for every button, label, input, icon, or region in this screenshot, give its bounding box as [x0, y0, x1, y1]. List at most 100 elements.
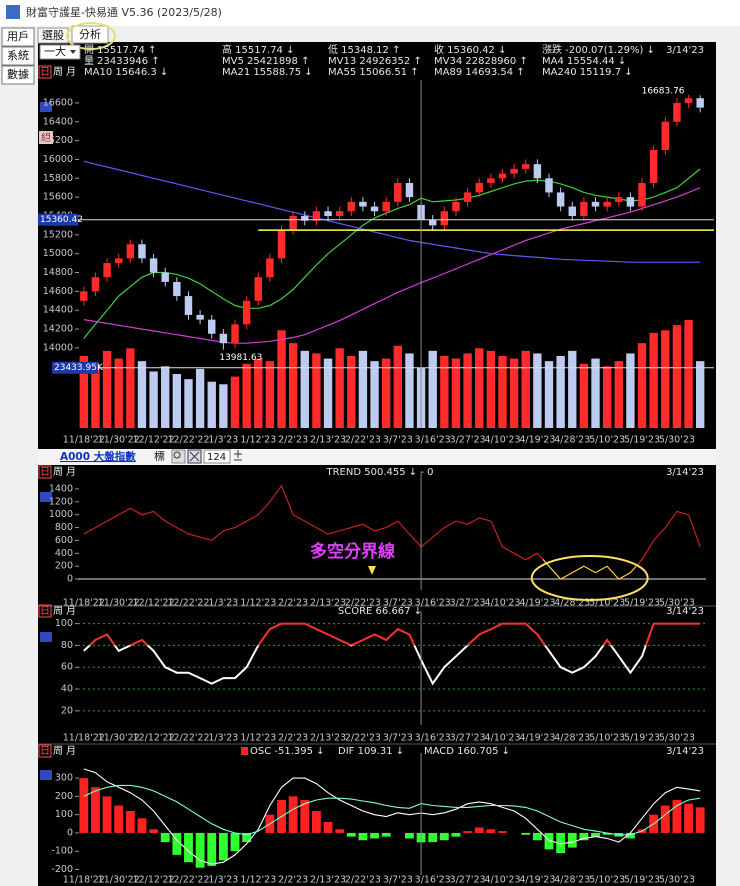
tool-icon[interactable] — [40, 632, 52, 642]
dropdown-arrow[interactable] — [70, 50, 76, 54]
tab-label[interactable]: 分析 — [79, 27, 101, 41]
x-tick-label: 5/30'23 — [659, 733, 695, 744]
osc-bar — [300, 800, 310, 833]
candle-body — [126, 244, 135, 259]
x-tick-label: 2/2'23 — [278, 598, 308, 609]
x-tick-label: 2/22'23 — [345, 733, 381, 744]
candle-body — [673, 102, 681, 122]
sidebar-label[interactable]: 用戶 — [7, 30, 29, 43]
candle-body — [661, 121, 670, 151]
candle-body — [80, 291, 88, 301]
count-value[interactable]: 124 — [207, 452, 226, 463]
x-tick-label: 3/16'23 — [415, 875, 451, 886]
volume-bar — [277, 330, 286, 428]
candle-body — [510, 168, 518, 174]
candle-body — [649, 150, 658, 183]
cursor-date: 3/14'23 — [666, 606, 704, 617]
volume-bar — [626, 353, 635, 428]
volume-bar — [684, 320, 693, 428]
volume-bar — [161, 366, 170, 428]
period-label: 日 — [40, 606, 50, 617]
high-label: 16683.76 — [642, 87, 685, 97]
dropdown[interactable] — [39, 44, 81, 60]
x-tick-label: 4/10'23 — [484, 733, 520, 744]
candle-body — [347, 201, 356, 212]
volume-bar — [149, 371, 158, 428]
header-item: MA4 15554.44 ↓ — [542, 56, 626, 67]
y-tick-label: 15600 — [43, 192, 73, 203]
sidebar-label[interactable]: 數據 — [7, 67, 29, 81]
volume-bar — [184, 379, 193, 428]
x-tick-label: 1/3'23 — [208, 435, 238, 446]
candle-body — [324, 211, 332, 216]
tool-icon[interactable] — [40, 492, 52, 502]
y-tick-label: 200 — [55, 791, 73, 802]
x-tick-label: 1/12'23 — [240, 733, 276, 744]
volume-bar — [288, 343, 298, 428]
volume-bar — [114, 358, 123, 428]
cursor-date: 3/14'23 — [666, 45, 704, 56]
header-item: MA240 15119.7 ↓ — [542, 67, 633, 78]
search-button[interactable] — [171, 449, 186, 464]
sidebar-button[interactable] — [1, 46, 35, 66]
x-tick-label: 11/30'22 — [98, 435, 140, 446]
osc-bar — [323, 821, 333, 833]
header-item: 開 15517.74 ↑ — [84, 44, 156, 56]
sidebar-button[interactable] — [1, 27, 35, 47]
candle-body — [463, 192, 472, 202]
sidebar-button[interactable] — [1, 65, 35, 85]
candle-body — [603, 201, 611, 207]
tool-icon[interactable] — [40, 770, 52, 780]
tab-label[interactable]: 選股 — [42, 29, 64, 42]
volume-bar — [661, 330, 670, 428]
osc-bar — [684, 803, 693, 833]
y-tick-label: 0 — [67, 574, 73, 585]
osc-bar — [79, 778, 89, 833]
x-tick-label: 5/10'23 — [589, 598, 625, 609]
icon-label[interactable]: 組 — [41, 131, 51, 144]
candle-body — [231, 324, 239, 344]
legend-label: OSC -51.395 ↓ — [250, 746, 325, 757]
volume-bar — [323, 358, 333, 428]
window-title: 財富守護星-快易通 V5.36 (2023/5/28) — [26, 5, 222, 19]
osc-bar — [625, 832, 635, 839]
osc-bar — [102, 796, 112, 833]
ma-line — [83, 187, 701, 344]
icon-box[interactable] — [39, 131, 53, 144]
x-tick-label: 2/22'23 — [345, 875, 381, 886]
dropdown-label[interactable]: 一大 — [44, 44, 66, 58]
symbol-link[interactable]: A000 大盤指數 — [60, 450, 136, 463]
candle-body — [475, 183, 483, 193]
volume-bar — [207, 381, 216, 428]
y-tick-label: 1000 — [49, 509, 73, 520]
x-tick-label: 11/30'22 — [98, 875, 140, 886]
volume-bar — [393, 345, 403, 428]
x-tick-label: 5/30'23 — [659, 435, 695, 446]
y-tick-label: 16600 — [43, 97, 73, 108]
osc-bar — [114, 805, 124, 833]
x-tick-label: 12/12'22 — [133, 875, 175, 886]
y-tick-label: 1200 — [49, 496, 73, 507]
x-tick-label: 2/13'23 — [310, 598, 346, 609]
indicator-line — [83, 484, 701, 580]
volume-bar — [335, 348, 344, 428]
count-input[interactable] — [203, 449, 231, 464]
indicator-label: SCORE 66.667 ↓ — [338, 606, 422, 617]
y-tick-label: 800 — [55, 522, 73, 533]
mark-button[interactable]: 標 — [154, 449, 165, 463]
osc-bar — [532, 832, 542, 841]
volume-bar — [230, 376, 240, 428]
volume-bar — [440, 356, 449, 428]
tab-active[interactable] — [71, 25, 109, 44]
volume-bar — [579, 363, 589, 428]
x-tick-label: 4/10'23 — [484, 435, 520, 446]
tool-icon[interactable] — [40, 102, 52, 112]
sidebar-label[interactable]: 系統 — [7, 48, 29, 62]
period-label: 周 — [53, 605, 63, 617]
y-tick-label: -200 — [51, 864, 73, 875]
x-tick-label: 5/10'23 — [589, 733, 625, 744]
osc-bar — [160, 832, 170, 843]
osc-bar — [125, 811, 135, 833]
header-item: MA21 15588.75 ↓ — [222, 67, 313, 78]
spin-button[interactable] — [234, 450, 242, 461]
